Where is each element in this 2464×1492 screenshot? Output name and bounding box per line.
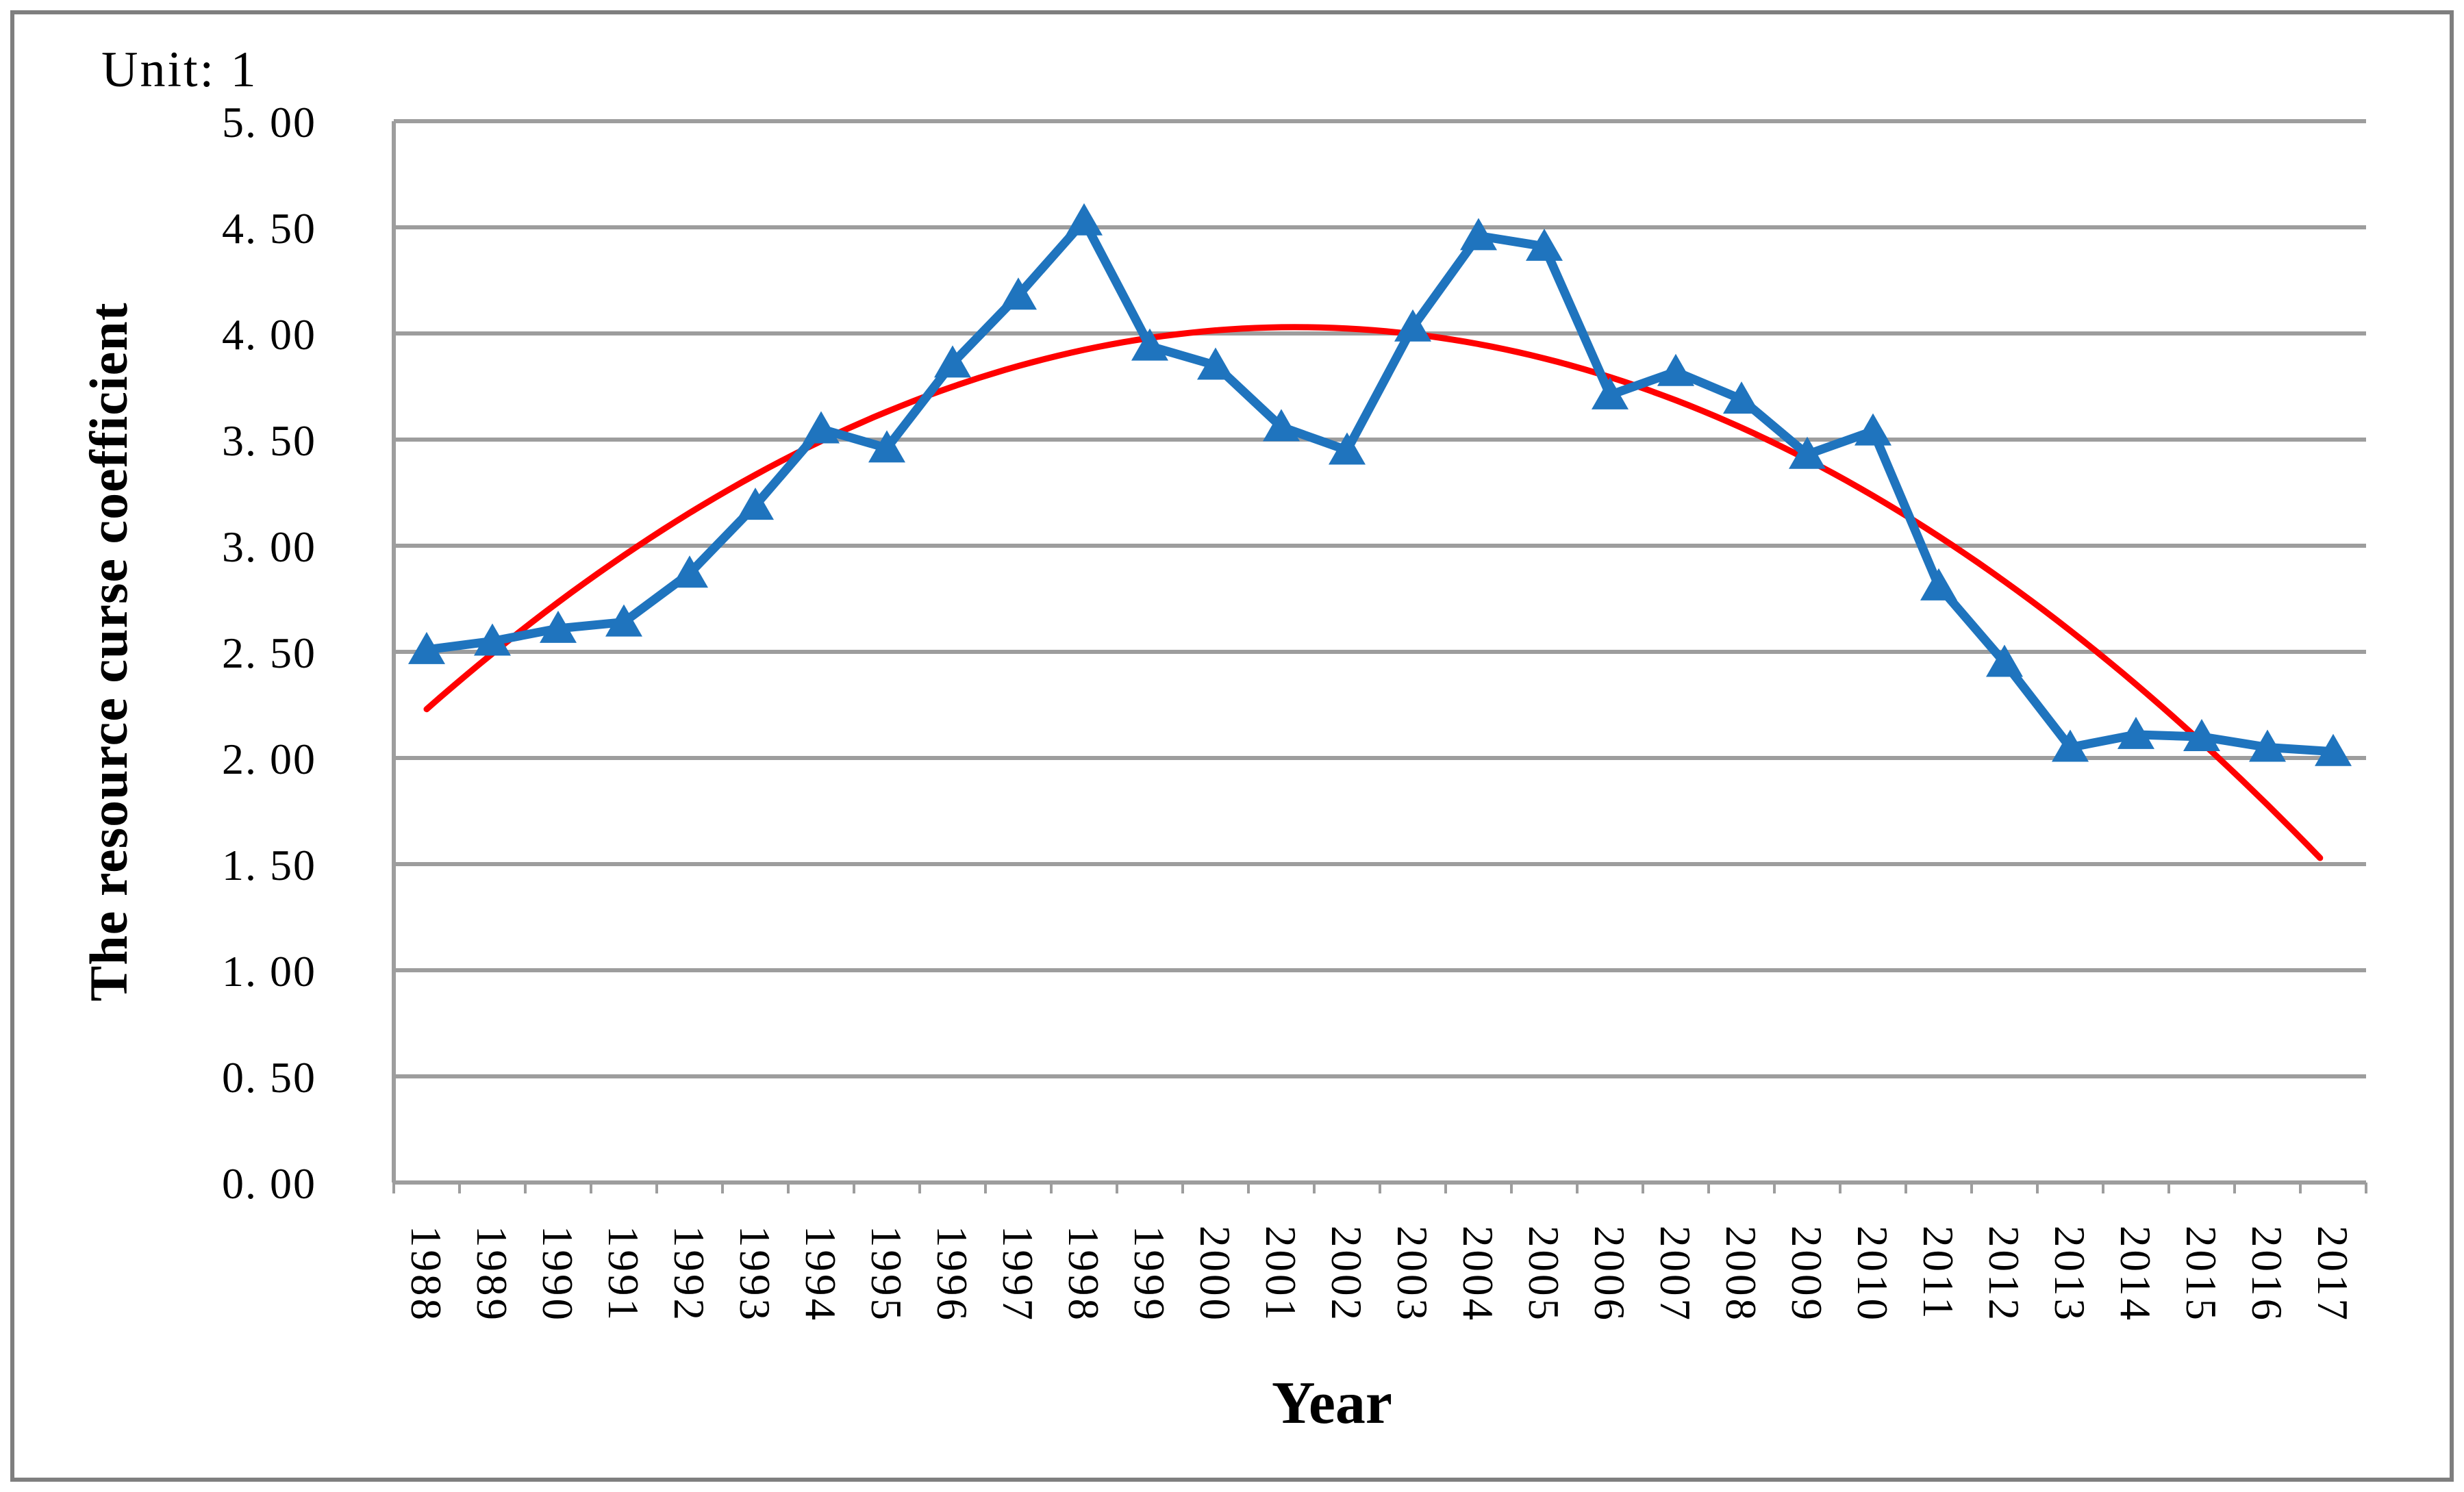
data-point-2017 <box>2315 733 2352 766</box>
data-point-2015 <box>2183 719 2220 751</box>
y-tick-label-4.50: 4. 50 <box>222 204 316 253</box>
data-point-1997 <box>1000 277 1037 310</box>
y-tick-label-2.00: 2. 00 <box>222 735 316 783</box>
data-point-1991 <box>605 604 642 637</box>
data-point-2001 <box>1263 409 1300 442</box>
data-point-2011 <box>1920 568 1957 600</box>
x-tick-label-2012: 2012 <box>1980 1226 2028 1323</box>
data-point-2005 <box>1526 228 1563 261</box>
x-tick-label-2010: 2010 <box>1848 1226 1896 1323</box>
y-tick-label-3.50: 3. 50 <box>222 416 316 465</box>
figure-border <box>10 10 2454 1482</box>
x-tick-label-1993: 1993 <box>731 1226 779 1323</box>
x-tick-label-2008: 2008 <box>1717 1226 1765 1323</box>
series-line <box>426 213 2334 757</box>
x-tick-label-1992: 1992 <box>665 1226 713 1323</box>
data-point-1998 <box>1066 203 1103 236</box>
y-tick-label-0.50: 0. 50 <box>222 1053 316 1102</box>
data-point-2016 <box>2249 729 2286 762</box>
y-axis-title: The resource curse coefficient <box>79 302 138 1001</box>
x-tick-label-2005: 2005 <box>1520 1226 1568 1323</box>
x-axis-title: Year <box>1272 1370 1392 1437</box>
y-tick-label-1.00: 1. 00 <box>222 947 316 996</box>
axis-tick-labels: 0. 00 0. 50 1. 00 1. 50 2. 00 2. 50 3. 00 3. 50… <box>222 98 2356 1323</box>
data-point-2008 <box>1723 381 1760 414</box>
x-tick-label-1989: 1989 <box>468 1226 516 1323</box>
x-tick-label-2000: 2000 <box>1191 1226 1239 1323</box>
x-tick-label-2016: 2016 <box>2243 1226 2291 1323</box>
data-point-2009 <box>1789 436 1826 469</box>
data-series-layer <box>408 203 2352 766</box>
data-point-1989 <box>474 623 511 656</box>
y-tick-label-4.00: 4. 00 <box>222 310 316 359</box>
x-tick-label-2011: 2011 <box>1914 1226 1962 1322</box>
data-point-2003 <box>1394 309 1431 342</box>
x-tick-label-2015: 2015 <box>2177 1226 2225 1323</box>
data-point-2007 <box>1657 353 1694 386</box>
x-tick-label-1995: 1995 <box>862 1226 910 1323</box>
x-tick-label-1996: 1996 <box>928 1226 976 1323</box>
x-tick-label-2013: 2013 <box>2046 1226 2094 1323</box>
data-point-1996 <box>934 345 971 378</box>
y-tick-label-5.00: 5. 00 <box>222 98 316 147</box>
data-point-1999 <box>1131 328 1168 361</box>
data-point-2000 <box>1197 347 1234 380</box>
data-point-1995 <box>868 430 905 463</box>
y-tick-label-2.50: 2. 50 <box>222 629 316 677</box>
data-point-2014 <box>2117 716 2154 749</box>
data-point-1994 <box>803 411 840 444</box>
x-tick-label-2014: 2014 <box>2111 1226 2159 1323</box>
data-point-1988 <box>408 631 445 664</box>
unit-annotation: Unit: 1 <box>101 42 258 98</box>
x-tick-label-1997: 1997 <box>994 1226 1042 1323</box>
x-tick-label-1998: 1998 <box>1059 1226 1107 1323</box>
axes <box>392 121 2367 1193</box>
data-point-2004 <box>1460 218 1497 251</box>
x-tick-label-1999: 1999 <box>1125 1226 1173 1323</box>
x-tick-label-2002: 2002 <box>1322 1226 1370 1323</box>
data-point-2006 <box>1592 377 1629 409</box>
y-tick-label-3.00: 3. 00 <box>222 522 316 571</box>
y-tick-label-1.50: 1. 50 <box>222 841 316 889</box>
x-tick-label-1988: 1988 <box>402 1226 450 1323</box>
data-point-1992 <box>671 555 708 588</box>
data-point-1993 <box>737 488 774 520</box>
x-tick-label-2004: 2004 <box>1454 1226 1502 1323</box>
x-tick-label-1991: 1991 <box>599 1226 647 1323</box>
data-point-2012 <box>1986 644 2023 677</box>
x-tick-label-2017: 2017 <box>2309 1226 2356 1323</box>
data-point-2002 <box>1329 432 1366 465</box>
x-tick-label-2001: 2001 <box>1257 1226 1305 1323</box>
trend-line <box>423 324 2324 861</box>
y-tick-label-0.00: 0. 00 <box>222 1159 316 1208</box>
x-tick-label-2009: 2009 <box>1783 1226 1831 1323</box>
x-tick-label-2006: 2006 <box>1585 1226 1633 1323</box>
x-tick-label-1990: 1990 <box>533 1226 581 1323</box>
gridlines <box>394 119 2366 1078</box>
data-point-2013 <box>2052 729 2089 762</box>
x-tick-label-1994: 1994 <box>796 1226 844 1323</box>
x-tick-label-2003: 2003 <box>1388 1226 1436 1323</box>
data-point-1990 <box>540 610 577 643</box>
trendline-layer <box>423 324 2324 861</box>
x-tick-label-2007: 2007 <box>1651 1226 1699 1323</box>
data-point-2010 <box>1855 413 1891 446</box>
